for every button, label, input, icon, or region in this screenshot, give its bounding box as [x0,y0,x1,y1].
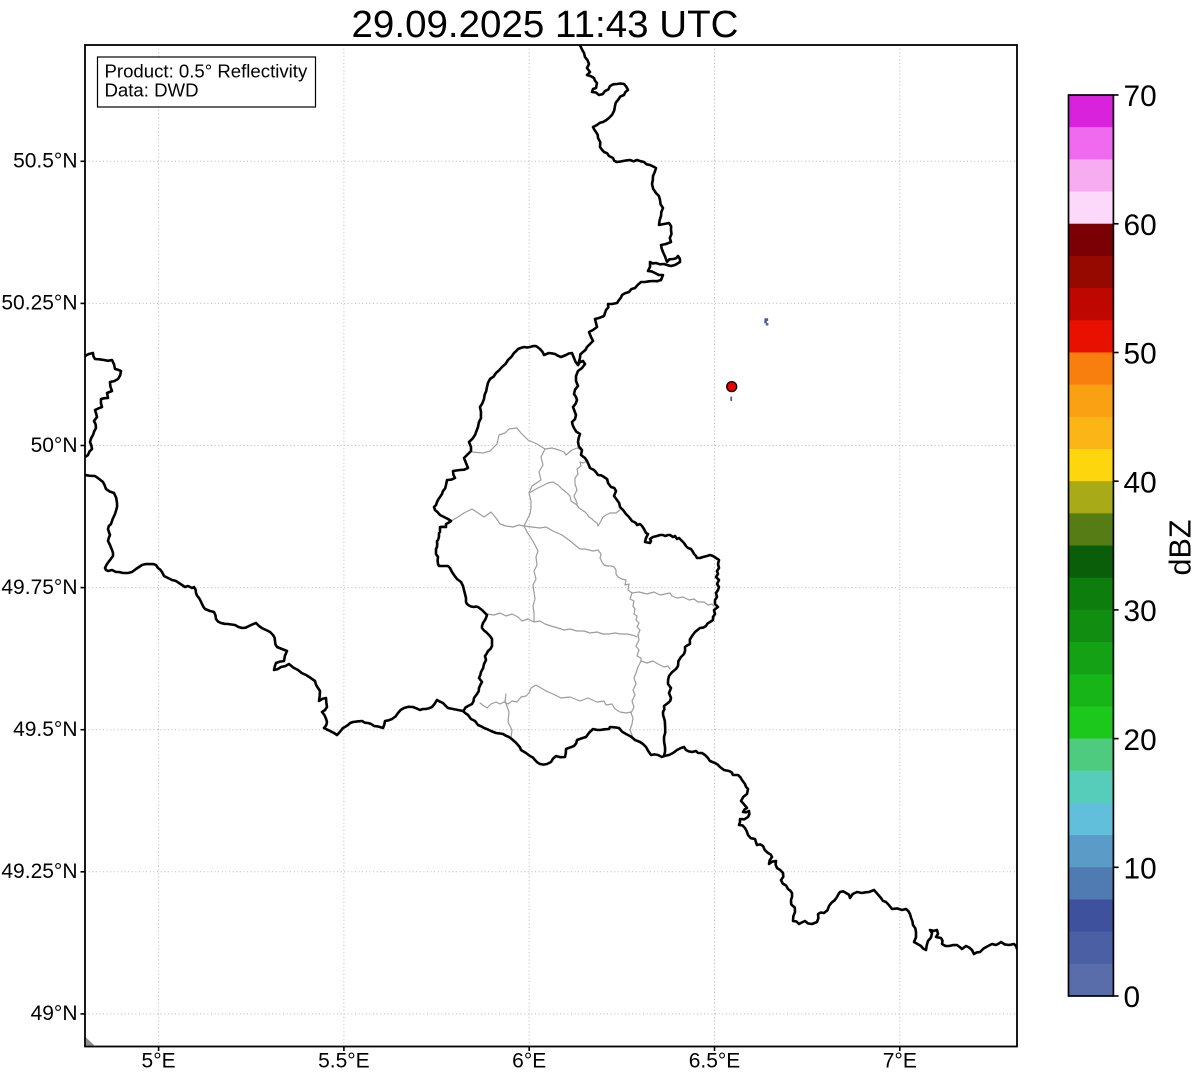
svg-text:29.09.2025 11:43 UTC: 29.09.2025 11:43 UTC [352,3,739,46]
svg-text:20: 20 [1124,724,1157,757]
svg-text:dBZ: dBZ [1164,520,1198,576]
svg-text:7°E: 7°E [883,1049,917,1072]
svg-text:5.5°E: 5.5°E [318,1049,370,1072]
svg-text:50.5°N: 50.5°N [13,150,77,173]
svg-text:49.25°N: 49.25°N [1,860,77,883]
svg-text:49.75°N: 49.75°N [1,576,77,599]
svg-text:60: 60 [1124,209,1157,242]
svg-text:50°N: 50°N [31,434,78,457]
svg-text:5°E: 5°E [142,1049,176,1072]
svg-text:40: 40 [1124,466,1157,499]
svg-text:6°E: 6°E [512,1049,546,1072]
svg-text:50.25°N: 50.25°N [1,292,77,315]
svg-text:30: 30 [1124,595,1157,628]
svg-text:70: 70 [1124,80,1157,113]
svg-text:Data: DWD: Data: DWD [105,80,199,101]
svg-text:10: 10 [1124,853,1157,886]
svg-text:6.5°E: 6.5°E [689,1049,741,1072]
svg-text:49°N: 49°N [31,1002,78,1025]
svg-text:50: 50 [1124,338,1157,371]
svg-text:Product: 0.5° Reflectivity: Product: 0.5° Reflectivity [105,61,308,82]
svg-text:49.5°N: 49.5°N [13,718,77,741]
svg-text:0: 0 [1124,981,1141,1014]
